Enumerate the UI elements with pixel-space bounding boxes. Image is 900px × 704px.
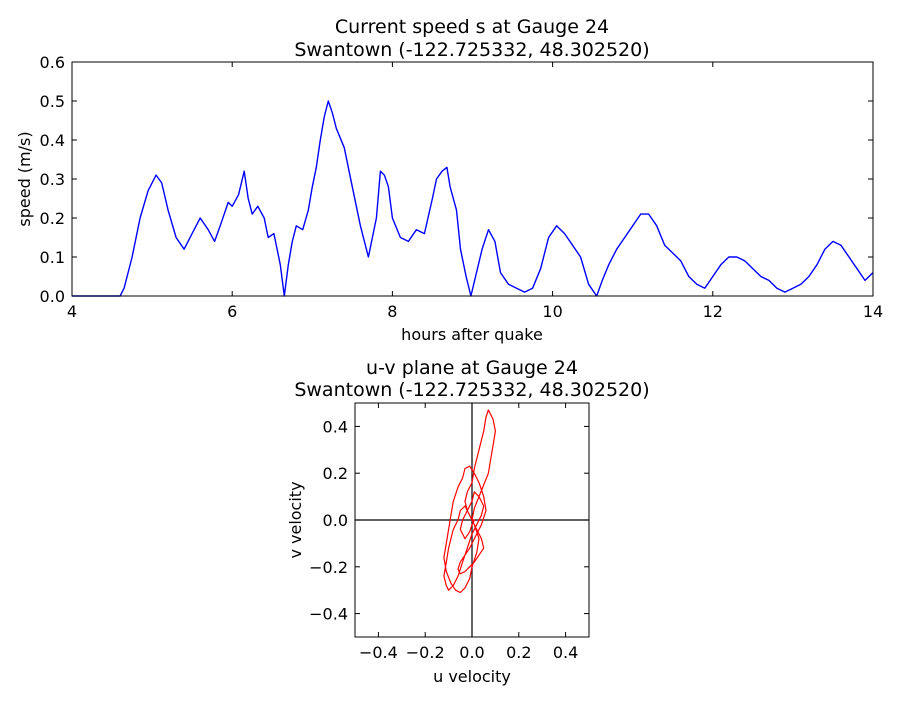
speed-chart-xtick-label: 10 bbox=[542, 302, 562, 321]
speed-chart-xtick-label: 4 bbox=[67, 302, 77, 321]
speed-chart-ytick-label: 0.4 bbox=[40, 131, 65, 150]
speed-chart-ytick-label: 0.1 bbox=[40, 248, 65, 267]
uv-chart-xtick-label: −0.4 bbox=[359, 643, 398, 662]
uv-chart-title-line-2: Swantown (-122.725332, 48.302520) bbox=[294, 379, 649, 401]
uv-chart-ylabel: v velocity bbox=[286, 481, 305, 558]
uv-chart-ytick-label: −0.4 bbox=[309, 605, 348, 624]
speed-chart-ytick-label: 0.5 bbox=[40, 92, 65, 111]
uv-chart-frame bbox=[354, 402, 590, 638]
speed-chart-xtick-label: 14 bbox=[863, 302, 883, 321]
speed-chart-xlabel: hours after quake bbox=[401, 325, 543, 344]
speed-chart-xtick-label: 12 bbox=[703, 302, 723, 321]
uv-chart-ytick-label: 0.2 bbox=[323, 464, 348, 483]
speed-chart-ticks: 4 6 8 10 12 14 0.0 0.1 0.2 0.3 0.4 0.5 0.6 bbox=[40, 53, 884, 321]
uv-chart-ticks: −0.4 −0.2 0.0 0.2 0.4 −0.4 −0.2 0.0 0.2 0.4 bbox=[309, 403, 589, 662]
speed-chart: Current speed s at Gauge 24 Swantown (-1… bbox=[15, 16, 883, 344]
speed-chart-title-line-2: Swantown (-122.725332, 48.302520) bbox=[294, 39, 649, 61]
speed-chart-ytick-label: 0.0 bbox=[40, 287, 65, 306]
speed-chart-ytick-label: 0.3 bbox=[40, 170, 65, 189]
speed-chart-xtick-label: 8 bbox=[387, 302, 397, 321]
uv-series-line bbox=[443, 409, 496, 594]
uv-chart-xtick-label: −0.2 bbox=[406, 643, 445, 662]
uv-chart-title-line-1: u-v plane at Gauge 24 bbox=[366, 357, 578, 379]
uv-chart-xtick-label: 0.4 bbox=[553, 643, 578, 662]
uv-chart-ytick-label: 0.4 bbox=[323, 417, 348, 436]
uv-plane-chart: u-v plane at Gauge 24 Swantown (-122.725… bbox=[286, 357, 650, 686]
speed-chart-ytick-label: 0.6 bbox=[40, 53, 65, 72]
speed-chart-ylabel: speed (m/s) bbox=[15, 131, 34, 226]
speed-chart-title-line-1: Current speed s at Gauge 24 bbox=[335, 16, 609, 38]
uv-chart-xtick-label: 0.2 bbox=[506, 643, 531, 662]
speed-chart-frame bbox=[71, 61, 874, 297]
speed-series-line bbox=[72, 100, 874, 297]
speed-chart-ytick-label: 0.2 bbox=[40, 209, 65, 228]
uv-chart-ytick-label: 0.0 bbox=[323, 511, 348, 530]
uv-chart-ytick-label: −0.2 bbox=[309, 558, 348, 577]
speed-chart-xtick-label: 6 bbox=[227, 302, 237, 321]
uv-chart-xlabel: u velocity bbox=[433, 667, 511, 686]
uv-chart-xtick-label: 0.0 bbox=[459, 643, 484, 662]
